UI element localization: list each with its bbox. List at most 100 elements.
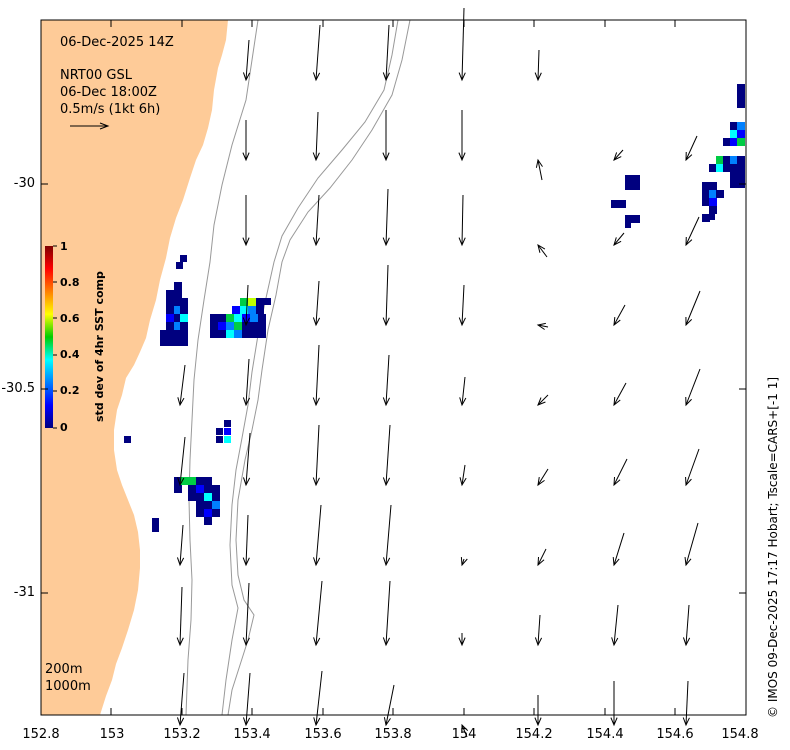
x-tick-label: 154.4 <box>586 727 624 742</box>
current-vector <box>385 504 392 566</box>
current-vector <box>315 280 320 326</box>
sst-cell <box>625 222 631 228</box>
sst-cell <box>180 322 188 330</box>
current-vector <box>537 548 547 566</box>
sst-cell <box>723 164 731 172</box>
current-vector-head <box>383 557 391 567</box>
sst-cell <box>632 175 640 183</box>
sst-cell <box>250 322 258 330</box>
current-vector-head <box>537 397 546 406</box>
y-tick-label: -30 <box>13 176 35 191</box>
sst-cell <box>166 298 174 306</box>
sst-cell <box>180 477 188 485</box>
sst-cell <box>174 322 182 330</box>
contour-label-1000m: 1000m <box>45 679 91 694</box>
sst-cell <box>180 330 188 338</box>
timestamp-label: 06-Dec-2025 14Z <box>60 35 174 50</box>
current-vector-head <box>242 72 251 82</box>
sst-cell <box>180 306 188 314</box>
current-vector <box>685 135 698 161</box>
current-vector <box>461 464 466 486</box>
current-vector <box>685 290 701 326</box>
current-vector-head <box>613 152 622 161</box>
sst-cell <box>242 330 250 338</box>
current-vector-head <box>613 476 621 487</box>
current-vector-head <box>176 557 185 567</box>
sst-cell <box>174 282 182 290</box>
current-vector-head <box>382 72 390 82</box>
sst-cell <box>224 436 231 443</box>
current-vector-head <box>537 243 546 253</box>
current-vector <box>537 614 541 646</box>
sst-cell <box>160 338 168 346</box>
current-vector-head <box>383 717 391 727</box>
sst-cell <box>210 322 218 330</box>
x-tick-label: 154.8 <box>721 727 759 742</box>
current-vector <box>461 724 468 738</box>
current-vector-head <box>458 637 466 647</box>
current-vector <box>179 436 186 486</box>
x-tick-label: 153.4 <box>233 727 271 742</box>
sst-cell <box>196 501 204 509</box>
sst-cell <box>730 122 738 130</box>
sst-cell <box>730 172 738 180</box>
sst-cell <box>166 338 174 346</box>
sst-cell <box>730 180 738 188</box>
sst-cell <box>730 130 738 138</box>
current-vector-head <box>177 477 185 487</box>
current-vector <box>461 376 466 406</box>
contour-200m <box>185 19 259 716</box>
sst-cell <box>224 428 231 435</box>
current-vector <box>385 684 395 726</box>
sst-cell <box>256 298 264 306</box>
current-vector <box>685 680 689 726</box>
current-vector-head <box>613 396 621 407</box>
current-vector <box>613 458 628 486</box>
current-vector <box>537 49 540 81</box>
colorbar-tick: 0.8 <box>60 276 80 289</box>
sst-cell <box>212 493 220 501</box>
contour-1000m-inner <box>221 19 399 716</box>
sst-cell <box>204 509 212 517</box>
current-vector <box>385 24 390 81</box>
sst-cell <box>174 330 182 338</box>
current-vector-head <box>313 717 321 727</box>
current-vector-head <box>313 557 321 567</box>
current-vector <box>685 216 700 246</box>
current-vector <box>461 284 465 326</box>
sst-cell <box>737 84 745 92</box>
sst-cell <box>737 172 745 180</box>
sst-cell <box>232 306 240 314</box>
current-vector <box>537 159 543 181</box>
sst-cell <box>709 206 717 214</box>
sst-cell <box>212 509 220 517</box>
sst-cell <box>737 130 745 138</box>
sst-cell <box>702 182 710 190</box>
sst-patches <box>124 84 745 532</box>
sst-cell <box>218 322 226 330</box>
x-tick-label: 153 <box>99 727 125 742</box>
sst-cell <box>240 298 248 306</box>
current-vector-head <box>685 316 693 327</box>
sst-cell <box>258 314 266 322</box>
sst-cell <box>709 164 717 172</box>
current-vector-head <box>458 237 466 247</box>
sst-cell <box>709 198 717 206</box>
sst-cell <box>611 200 619 208</box>
sst-cell <box>625 215 633 223</box>
sst-cell <box>248 298 256 306</box>
sst-cell <box>256 306 264 314</box>
colorbar-tick: 0.4 <box>60 348 80 361</box>
scale-label: 0.5m/s (1kt 6h) <box>60 102 161 117</box>
current-vector-head <box>242 477 251 487</box>
current-vector <box>385 580 391 646</box>
current-vector-head <box>682 717 690 727</box>
sst-cell <box>737 138 745 146</box>
sst-cell <box>226 330 234 338</box>
current-vector-head <box>382 317 390 327</box>
current-vector <box>315 344 320 406</box>
sst-cell <box>625 182 633 190</box>
current-vector-head <box>535 158 543 168</box>
colorbar-tick: 0.6 <box>60 312 80 325</box>
